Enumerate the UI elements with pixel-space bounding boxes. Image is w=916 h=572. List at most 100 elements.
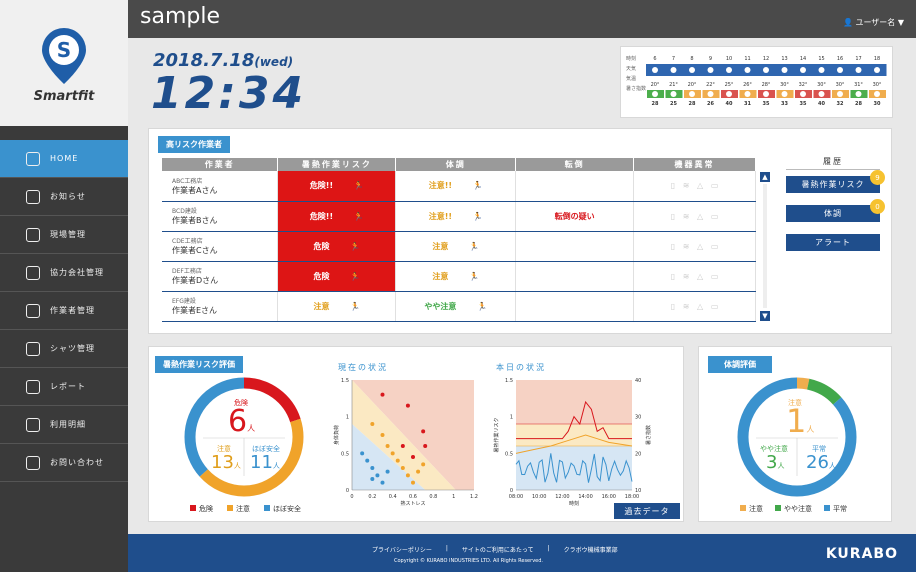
x-tick: 08:00 (509, 494, 523, 500)
device-cell: ▯ ≋ △ ▭ (633, 291, 756, 322)
device-status-icons: ▯ ≋ △ ▭ (670, 301, 719, 311)
high-risk-title: 高リスク作業者 (158, 136, 230, 153)
data-point (411, 455, 415, 459)
wbgt-value: 28 (689, 101, 696, 107)
terms-link[interactable]: サイトのご利用にあたって (461, 547, 534, 554)
cond-normal-value: 26人 (806, 452, 836, 473)
statement-icon (26, 418, 40, 432)
worker-cell: CDE工務店 作業者Cさん (162, 231, 279, 262)
nav-item-4[interactable]: 協力会社管理 (0, 254, 128, 292)
current-time: 12:34 (151, 68, 307, 119)
scroll-down-button[interactable]: ▼ (760, 311, 770, 321)
data-point (375, 473, 380, 478)
heat-safe-value: 11人 (250, 452, 280, 473)
nav-item-9[interactable]: お問い合わせ (0, 444, 128, 482)
nav-item-1[interactable]: HOME (0, 140, 128, 178)
table-row[interactable]: EFG建設 作業者Eさん 注意 🏃 やや注意 🏃 ▯ ≋ △ ▭ (162, 291, 756, 322)
table-row[interactable]: BCD建設 作業者Bさん 危険!! 🏃 注意!! 🏃 転倒の疑い ▯ ≋ △ ▭ (162, 201, 756, 232)
y-tick: 0.5 (341, 451, 349, 457)
condition-cell: やや注意 🏃 (395, 291, 517, 322)
history-button-3[interactable]: アラート (786, 234, 880, 251)
home-icon (26, 152, 40, 166)
y-tick-right: 30 (635, 415, 641, 421)
weather-temp: 32° (799, 82, 808, 88)
worker-cell: BCD建設 作業者Bさん (162, 201, 279, 232)
nav-item-8[interactable]: 利用明細 (0, 406, 128, 444)
helmet-icon (26, 304, 40, 318)
wbgt-value: 35 (800, 101, 807, 107)
scroll-up-button[interactable]: ▲ (760, 172, 770, 182)
nav-item-7[interactable]: レポート (0, 368, 128, 406)
nav-item-2[interactable]: お知らせ (0, 178, 128, 216)
copyright: Copyright © KURABO INDUSTRIES LTD. All R… (394, 558, 543, 564)
weather-hour: 18 (874, 56, 880, 62)
weather-temp: 22° (706, 82, 715, 88)
weather-temp: 28° (762, 82, 771, 88)
heat-risk-donut-chart (184, 377, 304, 497)
heat-risk-cell: 注意 🏃 (277, 291, 397, 322)
sidebar: S Smartfit HOME お知らせ 現場管理 協力会社管理 作業者管理 シャツ管理レ… (0, 0, 128, 572)
nav-item-3[interactable]: 現場管理 (0, 216, 128, 254)
fall-cell (515, 291, 635, 322)
user-icon: 👤 (842, 18, 856, 27)
weather-hour: 9 (709, 56, 712, 62)
device-status-icons: ▯ ≋ △ ▭ (670, 211, 719, 221)
data-point (395, 458, 400, 463)
x-tick: 0.2 (368, 494, 376, 500)
weather-temp: 25° (725, 82, 734, 88)
current-date: 2018.7.18(wed) (153, 50, 294, 71)
wbgt-icon (670, 91, 677, 97)
fall-cell: 転倒の疑い (515, 201, 635, 232)
col-header: 機器異常 (633, 158, 756, 171)
nav-item-5[interactable]: 作業者管理 (0, 292, 128, 330)
report-icon (26, 380, 40, 394)
y-tick-right: 20 (635, 451, 641, 457)
heat-danger-label: 危険 (234, 399, 248, 407)
weather-icon (837, 67, 843, 73)
legend-item: ほぼ安全 (264, 504, 301, 514)
worker-icon: 🏃 (353, 211, 364, 221)
smartfit-logo-icon: S (42, 28, 86, 84)
user-menu[interactable]: 👤 ユーザー名 ▼ (842, 18, 904, 27)
data-point (405, 403, 410, 408)
y-tick: 0 (346, 488, 349, 494)
weather-temp: 30° (817, 82, 826, 88)
heat-caution-value: 13人 (211, 452, 241, 473)
data-point (421, 462, 426, 467)
data-point (411, 480, 415, 485)
wbgt-icon (689, 91, 695, 97)
table-row[interactable]: ABC工務店 作業者Aさん 危険!! 🏃 注意!! 🏃 ▯ ≋ △ ▭ (162, 171, 756, 202)
data-point (385, 469, 390, 474)
privacy-policy-link[interactable]: プライバシーポリシー (372, 547, 432, 554)
table-row[interactable]: CDE工務店 作業者Cさん 危険 🏃 注意 🏃 ▯ ≋ △ ▭ (162, 231, 756, 262)
x-tick: 14:00 (578, 494, 592, 500)
weather-hour: 10 (726, 56, 732, 62)
heat-risk-cell: 危険!! 🏃 (277, 171, 397, 202)
past-data-button[interactable]: 過去データ (614, 503, 680, 519)
safe-band (516, 446, 632, 490)
wbgt-icon (818, 91, 825, 97)
cond-slight-label: やや注意 (760, 445, 788, 453)
table-row[interactable]: DEF工務店 作業者Dさん 危険 🏃 注意 🏃 ▯ ≋ △ ▭ (162, 261, 756, 292)
legend-item: 注意 (740, 504, 763, 514)
footer-links: プライバシーポリシー | サイトのご利用にあたって | クラボウ機械事業部 (372, 545, 618, 554)
weather-row-label: 暑さ指数 (626, 85, 646, 92)
series-danger (516, 400, 632, 440)
division-link[interactable]: クラボウ機械事業部 (563, 547, 618, 554)
handshake-icon (26, 266, 40, 280)
history-button-2[interactable]: 体調 (786, 205, 880, 222)
nav-item-6[interactable]: シャツ管理 (0, 330, 128, 368)
scrollbar-track[interactable] (763, 184, 767, 308)
data-point (405, 473, 410, 478)
heat-caution-label: 注意 (217, 445, 231, 453)
weather-temp: 31° (854, 82, 863, 88)
wbgt-icon (781, 91, 788, 97)
device-cell: ▯ ≋ △ ▭ (633, 231, 756, 262)
top-bar: sample 👤 ユーザー名 ▼ (128, 0, 916, 38)
weather-icon (707, 67, 714, 73)
weather-icon (763, 67, 769, 73)
data-point (360, 451, 365, 456)
heat-danger-value: 6人 (228, 404, 256, 439)
history-button-1[interactable]: 暑熱作業リスク (786, 176, 880, 193)
